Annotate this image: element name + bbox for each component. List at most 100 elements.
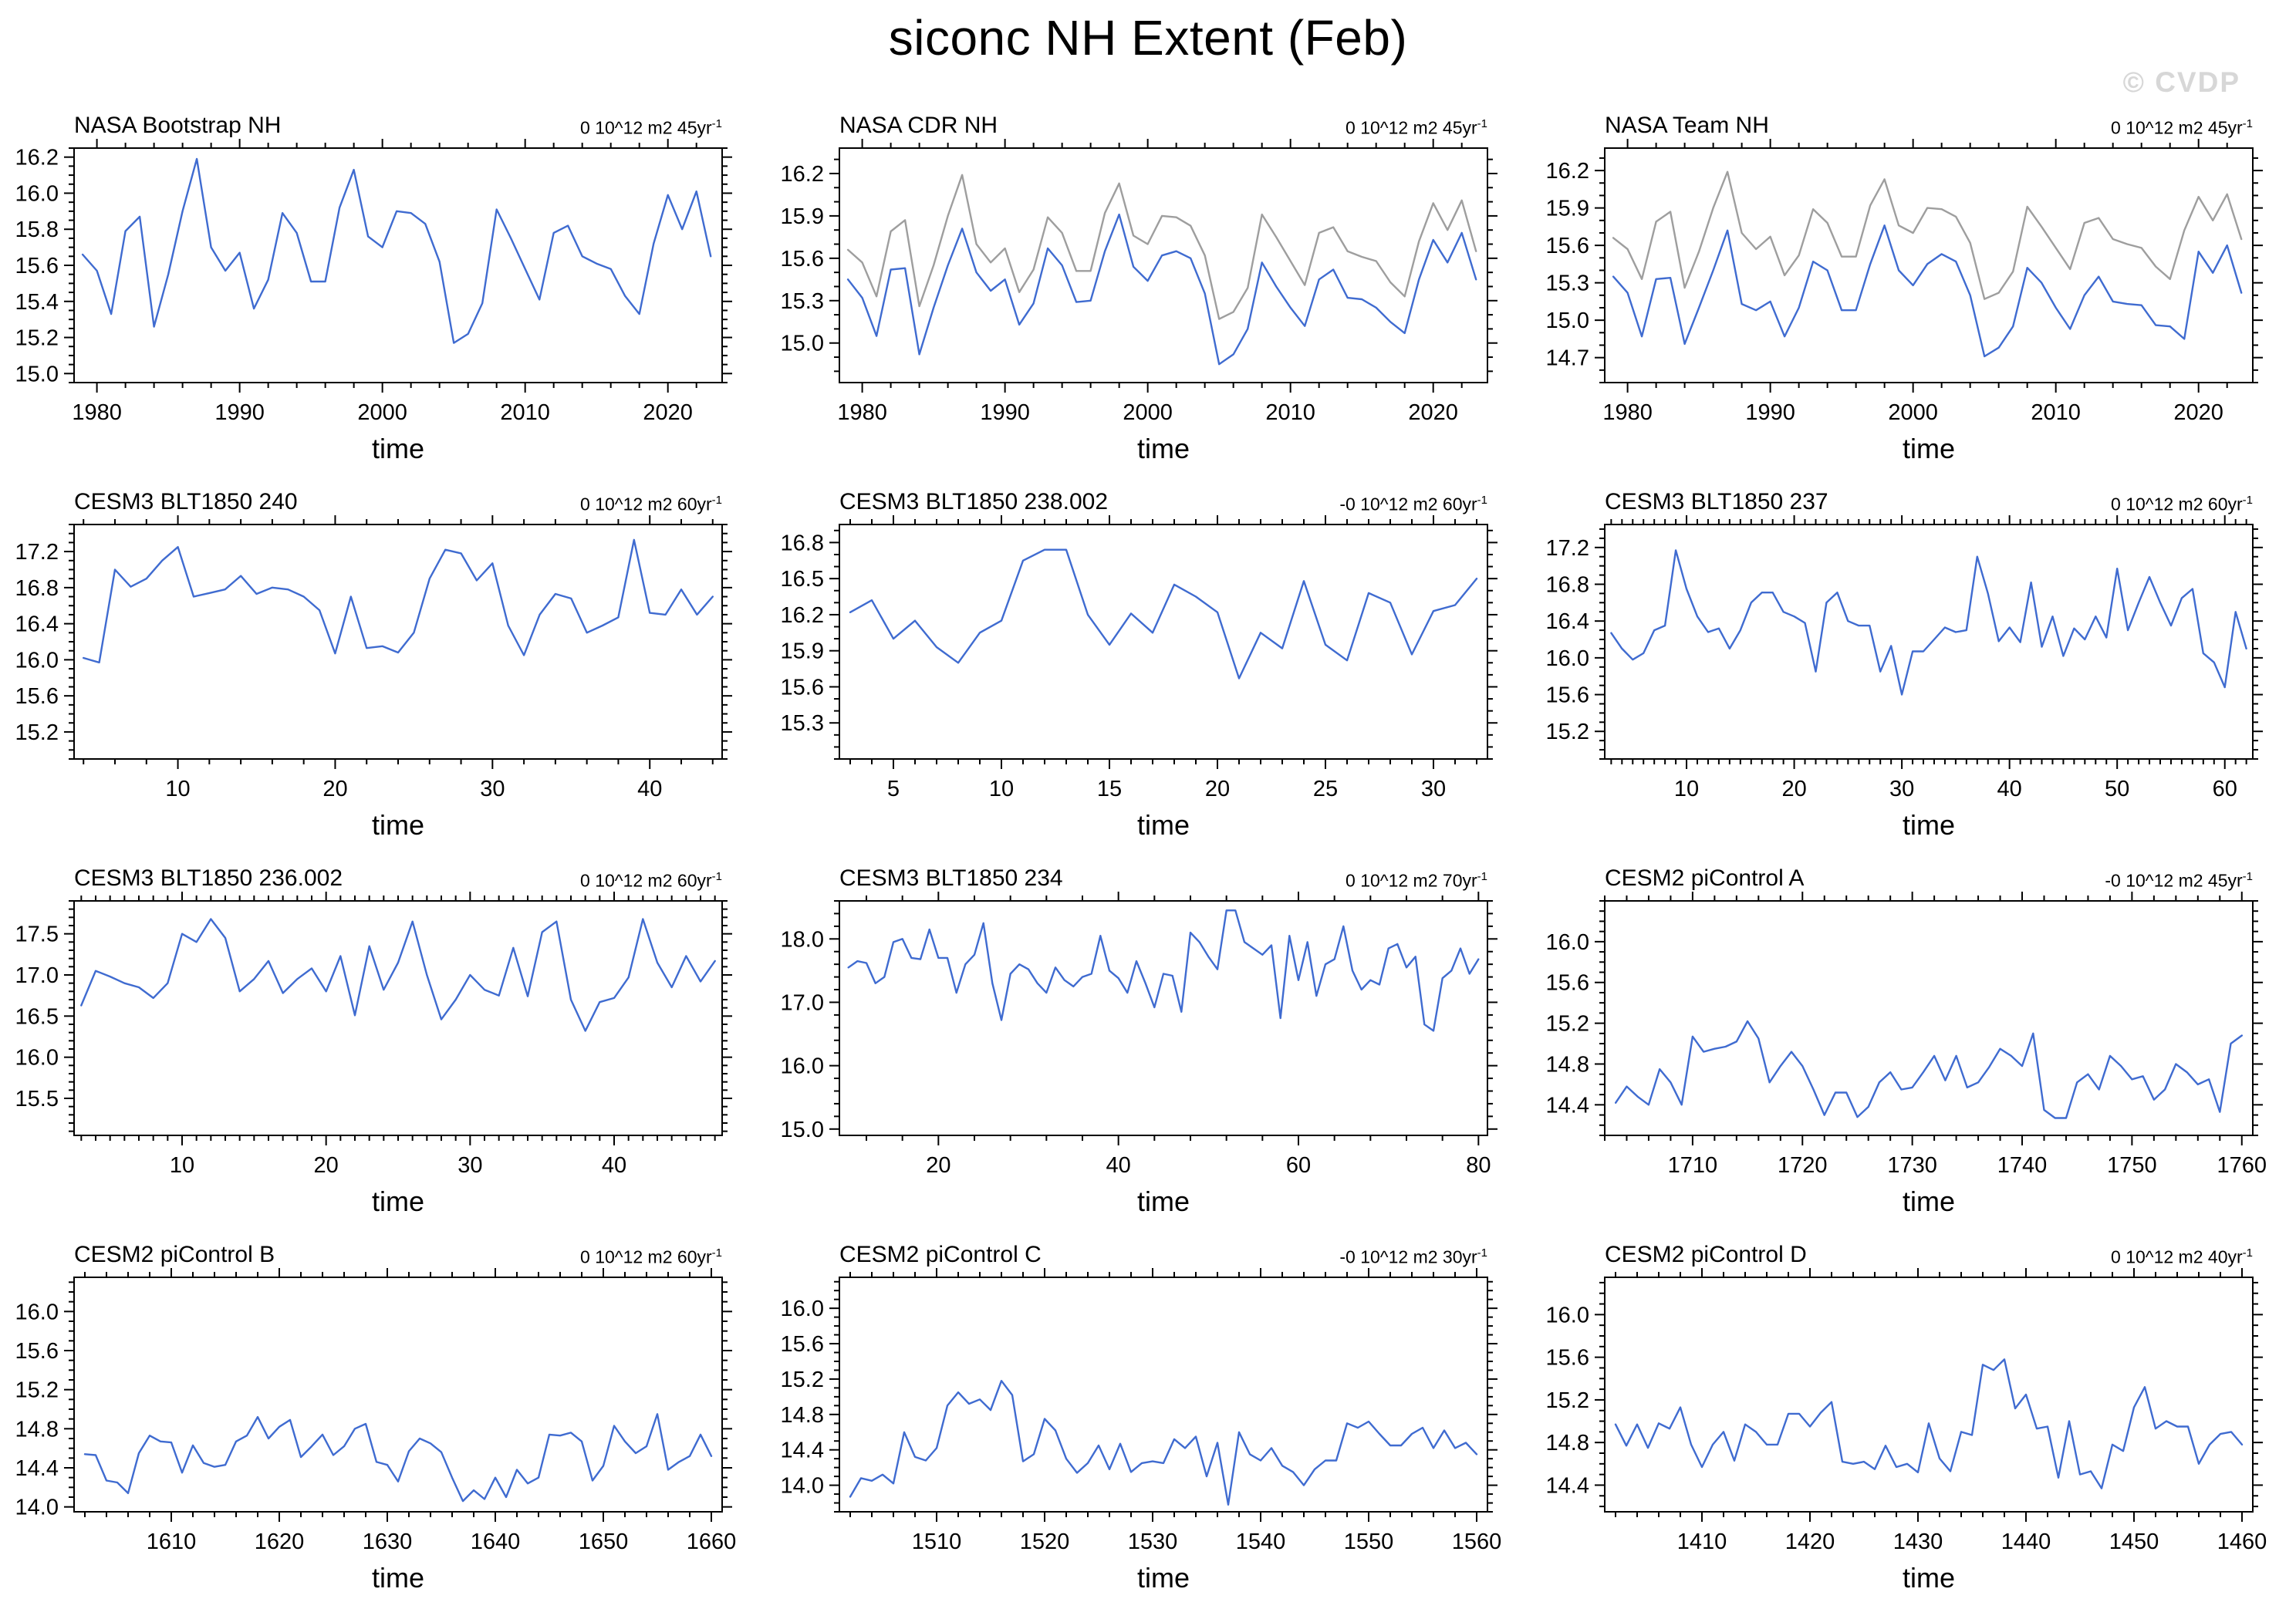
y-tick-label: 15.6 xyxy=(15,254,59,278)
data-line-reference xyxy=(846,174,1477,320)
x-tick-label: 10 xyxy=(165,777,190,801)
plot-frame xyxy=(73,147,723,383)
y-tick-label: 15.2 xyxy=(1546,1388,1589,1413)
chart-grid: NASA Bootstrap NH 0 10^12 m2 45yr-1 1980… xyxy=(0,108,2296,1614)
x-tick-label: 1980 xyxy=(837,400,887,425)
x-tick-label: 1420 xyxy=(1785,1530,1835,1554)
chart-header: CESM2 piControl B 0 10^12 m2 60yr-1 xyxy=(0,1237,765,1268)
y-tick-label: 16.0 xyxy=(781,1054,824,1079)
chart-title: NASA Team NH xyxy=(1605,113,1769,138)
y-tick-label: 15.6 xyxy=(1546,971,1589,996)
y-tick-label: 14.4 xyxy=(1546,1093,1589,1118)
x-tick-label: 1980 xyxy=(1602,400,1653,425)
data-line-primary xyxy=(83,1413,713,1503)
data-line-primary xyxy=(82,538,714,664)
x-axis-title: time xyxy=(1903,1562,1955,1594)
x-axis-title: time xyxy=(1137,1562,1190,1594)
plot-frame xyxy=(839,147,1488,383)
x-tick-label: 40 xyxy=(1106,1153,1131,1178)
y-tick-label: 15.3 xyxy=(1546,272,1589,296)
chart-plot: 10 20 30 40 15.5 16.0 16.5 17.0 17.5 time xyxy=(15,892,732,1217)
x-axis: 1980 1990 2000 2010 2020 xyxy=(837,139,1463,425)
annotation-exponent: -1 xyxy=(2242,117,2253,131)
x-tick-label: 60 xyxy=(1286,1153,1311,1178)
chart-plot: 1980 1990 2000 2010 2020 15.0 15.2 15.4 15.6 15.8… xyxy=(15,139,732,464)
x-tick-label: 40 xyxy=(602,1153,626,1178)
x-axis: 10 20 30 40 xyxy=(83,515,714,801)
chart-units-annotation: 0 10^12 m2 60yr-1 xyxy=(580,870,722,892)
chart-header: NASA Team NH 0 10^12 m2 45yr-1 xyxy=(1531,108,2296,139)
x-tick-label: 1720 xyxy=(1778,1153,1828,1178)
chart-title: NASA CDR NH xyxy=(839,113,998,138)
chart-plot: 1980 1990 2000 2010 2020 14.7 15.0 15.3 15.6 15.9… xyxy=(1546,139,2263,464)
annotation-exponent: -1 xyxy=(1477,117,1487,131)
chart-header: NASA CDR NH 0 10^12 m2 45yr-1 xyxy=(765,108,1531,139)
y-tick-label: 14.8 xyxy=(15,1417,59,1442)
x-tick-label: 25 xyxy=(1313,777,1338,801)
x-tick-label: 1510 xyxy=(912,1530,962,1554)
x-tick-label: 2000 xyxy=(357,400,407,425)
data-line-primary xyxy=(847,909,1480,1032)
x-axis: 10 20 30 40 50 60 xyxy=(1610,515,2247,801)
x-tick-label: 1610 xyxy=(147,1530,197,1554)
chart-title: CESM2 piControl B xyxy=(74,1242,275,1267)
y-tick-label: 14.4 xyxy=(15,1456,59,1481)
y-tick-label: 16.0 xyxy=(1546,646,1589,671)
chart-plot: 1980 1990 2000 2010 2020 15.0 15.3 15.6 15.9 16.2… xyxy=(781,139,1497,464)
chart-plot: 1410 1420 1430 1440 1450 1460 14.4 14.8 15.2 15.6… xyxy=(1546,1268,2267,1594)
chart-units-annotation: 0 10^12 m2 60yr-1 xyxy=(2111,494,2253,515)
chart-header: CESM3 BLT1850 240 0 10^12 m2 60yr-1 xyxy=(0,484,765,515)
annotation-exponent: -1 xyxy=(711,117,722,131)
y-axis: 14.4 14.8 15.2 15.6 16.0 xyxy=(1546,1281,2263,1508)
annotation-exponent: -1 xyxy=(711,1246,722,1260)
y-tick-label: 15.6 xyxy=(1546,683,1589,708)
annotation-text: -0 10^12 m2 60yr xyxy=(1339,494,1477,514)
chart-title: CESM3 BLT1850 237 xyxy=(1605,489,1828,514)
annotation-text: 0 10^12 m2 70yr xyxy=(1346,871,1477,891)
annotation-text: 0 10^12 m2 45yr xyxy=(2111,118,2243,138)
data-line-primary xyxy=(846,213,1477,366)
y-tick-label: 15.8 xyxy=(15,218,59,242)
chart-units-annotation: 0 10^12 m2 40yr-1 xyxy=(2111,1246,2253,1268)
y-tick-label: 16.0 xyxy=(15,648,59,673)
chart-header: CESM3 BLT1850 236.002 0 10^12 m2 60yr-1 xyxy=(0,861,765,892)
y-tick-label: 16.2 xyxy=(1546,159,1589,184)
annotation-text: -0 10^12 m2 30yr xyxy=(1339,1247,1477,1267)
y-tick-label: 18.0 xyxy=(781,927,824,952)
y-tick-label: 15.0 xyxy=(15,362,59,386)
y-tick-label: 15.0 xyxy=(781,1118,824,1142)
y-axis: 14.0 14.4 14.8 15.2 15.6 16.0 xyxy=(15,1281,732,1520)
x-tick-label: 30 xyxy=(458,1153,482,1178)
x-tick-label: 10 xyxy=(1674,777,1699,801)
plot-frame xyxy=(839,900,1488,1136)
x-tick-label: 1560 xyxy=(1452,1530,1502,1554)
chart-plot: 1510 1520 1530 1540 1550 1560 14.0 14.4 14.8 15.2… xyxy=(781,1268,1502,1594)
x-tick-label: 20 xyxy=(1781,777,1806,801)
y-tick-label: 16.8 xyxy=(15,576,59,601)
data-line-primary xyxy=(849,1379,1478,1506)
x-tick-label: 50 xyxy=(2105,777,2129,801)
annotation-text: 0 10^12 m2 60yr xyxy=(580,1247,712,1267)
x-tick-label: 20 xyxy=(314,1153,339,1178)
chart-panel-cesm2-picontrol-a: CESM2 piControl A -0 10^12 m2 45yr-1 171… xyxy=(1531,861,2296,1237)
y-tick-label: 16.0 xyxy=(781,1297,824,1321)
chart-header: CESM2 piControl A -0 10^12 m2 45yr-1 xyxy=(1531,861,2296,892)
chart-title: CESM3 BLT1850 238.002 xyxy=(839,489,1109,514)
y-tick-label: 15.6 xyxy=(781,675,824,700)
y-axis: 15.0 16.0 17.0 18.0 xyxy=(781,900,1497,1142)
chart-plot: 10 20 30 40 50 60 15.2 15.6 16.0 16.4 16.8 17.2 time xyxy=(1546,515,2263,841)
annotation-text: 0 10^12 m2 60yr xyxy=(2111,494,2243,514)
y-tick-label: 14.8 xyxy=(1546,1431,1589,1455)
chart-panel-cesm3-blt1850-240: CESM3 BLT1850 240 0 10^12 m2 60yr-1 10 20… xyxy=(0,484,765,861)
y-tick-label: 14.7 xyxy=(1546,346,1589,371)
y-tick-label: 15.2 xyxy=(1546,1012,1589,1037)
chart-panel-cesm3-blt1850-234: CESM3 BLT1850 234 0 10^12 m2 70yr-1 20 40… xyxy=(765,861,1531,1237)
chart-title: CESM2 piControl A xyxy=(1605,865,1805,891)
x-tick-label: 1660 xyxy=(687,1530,737,1554)
x-tick-label: 15 xyxy=(1097,777,1122,801)
y-tick-label: 15.2 xyxy=(15,720,59,745)
annotation-exponent: -1 xyxy=(711,870,722,884)
plot-frame xyxy=(73,900,723,1136)
y-tick-label: 14.4 xyxy=(781,1439,824,1463)
plot-frame xyxy=(73,524,723,760)
